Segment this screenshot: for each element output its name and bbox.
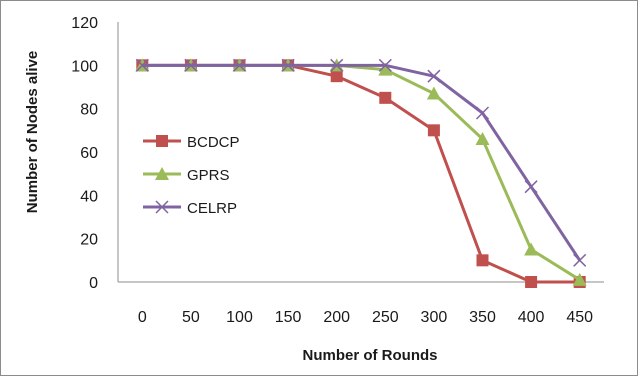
marker-stroke: [135, 58, 149, 72]
x-tick-label: 400: [518, 309, 545, 326]
marker-stroke: [232, 58, 247, 72]
marker-stroke: [573, 253, 587, 267]
y-tick-label: 100: [71, 58, 98, 75]
data-point-marker: [476, 254, 489, 267]
data-point-marker: [155, 200, 169, 214]
axes: [117, 22, 604, 283]
y-tick-labels: 0 20 40 60 80 100 120: [71, 15, 98, 292]
y-tick-label: 80: [80, 102, 98, 119]
x-tick-label: 350: [469, 309, 496, 326]
legend-label: CELRP: [187, 200, 237, 217]
data-point-marker: [524, 180, 538, 194]
y-axis-title: Number of Nodes alive: [24, 51, 41, 214]
x-tick-label: 50: [182, 309, 200, 326]
data-point-marker: [572, 272, 587, 286]
data-point-marker: [525, 276, 538, 288]
x-tick-label: 250: [372, 309, 399, 326]
x-tick-labels: 0 50 100 150 200 250 300 350 400 450: [138, 309, 593, 326]
data-point-marker: [135, 58, 149, 72]
data-point-marker: [184, 58, 198, 72]
y-tick-label: 120: [71, 15, 98, 32]
marker-stroke: [427, 69, 441, 83]
data-point-marker: [524, 242, 539, 256]
legend: BCDCP GPRS CELRP: [143, 134, 240, 217]
y-tick-label: 0: [89, 275, 98, 292]
data-point-marker: [475, 132, 490, 145]
series-celrp: [135, 58, 587, 267]
data-point-marker: [426, 86, 441, 100]
marker-stroke: [184, 58, 198, 72]
legend-label: GPRS: [187, 167, 230, 184]
plot-series: [135, 58, 587, 288]
data-point-marker: [427, 124, 440, 137]
data-point-marker: [378, 58, 392, 72]
x-axis-title: Number of Rounds: [303, 347, 438, 364]
legend-item: CELRP: [143, 200, 237, 217]
marker-stroke: [155, 200, 169, 214]
data-point-marker: [156, 135, 168, 147]
x-tick-label: 150: [275, 309, 302, 326]
data-point-marker: [281, 58, 295, 72]
data-point-marker: [232, 58, 247, 72]
x-tick-label: 450: [566, 309, 593, 326]
x-tick-label: 200: [323, 309, 350, 326]
data-point-marker: [378, 62, 393, 76]
x-tick-label: 300: [421, 309, 448, 326]
marker-stroke: [475, 106, 490, 120]
marker-stroke: [378, 58, 392, 72]
legend-item: BCDCP: [143, 134, 240, 151]
data-point-marker: [155, 167, 169, 180]
y-tick-label: 20: [80, 232, 98, 249]
marker-stroke: [330, 58, 344, 72]
data-point-marker: [330, 70, 343, 83]
x-tick-label: 100: [226, 309, 253, 326]
marker-stroke: [524, 180, 538, 194]
series-line: [142, 63, 581, 262]
y-tick-label: 60: [80, 145, 98, 162]
data-point-marker: [330, 58, 344, 72]
data-point-marker: [427, 69, 441, 83]
x-tick-label: 0: [138, 309, 147, 326]
legend-label: BCDCP: [187, 134, 240, 151]
data-point-marker: [573, 253, 587, 267]
legend-item: GPRS: [143, 167, 230, 184]
y-tick-label: 40: [80, 188, 98, 205]
data-point-marker: [475, 106, 490, 120]
marker-stroke: [281, 58, 295, 72]
data-point-marker: [379, 91, 392, 104]
